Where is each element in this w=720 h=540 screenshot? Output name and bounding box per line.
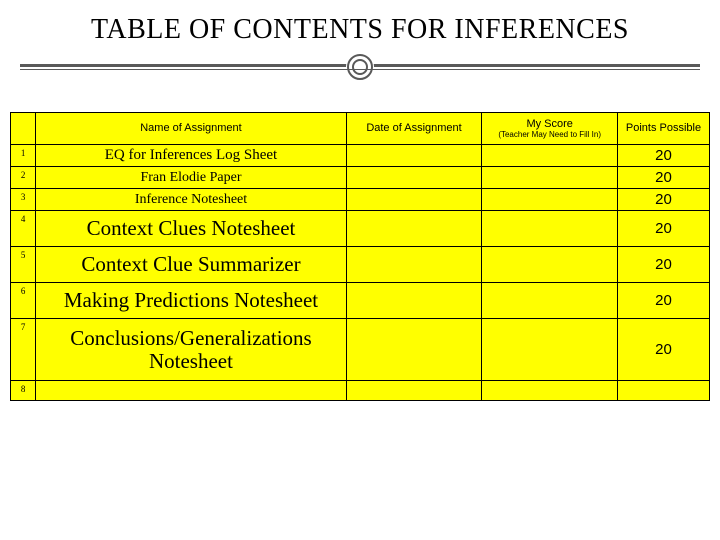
table-row: 6 Making Predictions Notesheet 20	[11, 283, 710, 319]
row-num: 5	[11, 247, 36, 283]
header-score: My Score (Teacher May Need to Fill In)	[482, 113, 618, 145]
row-num: 4	[11, 211, 36, 247]
table-row: 5 Context Clue Summarizer 20	[11, 247, 710, 283]
row-date	[346, 167, 482, 189]
row-name: Context Clues Notesheet	[36, 211, 346, 247]
header-score-label: My Score	[526, 118, 572, 130]
row-date	[346, 381, 482, 401]
row-date	[346, 283, 482, 319]
row-points: 20	[618, 145, 710, 167]
title-rule-thick	[20, 64, 700, 67]
row-name: Fran Elodie Paper	[36, 167, 346, 189]
row-name: Inference Notesheet	[36, 189, 346, 211]
row-num: 2	[11, 167, 36, 189]
row-date	[346, 211, 482, 247]
row-date	[346, 319, 482, 381]
table-header-row: Name of Assignment Date of Assignment My…	[11, 113, 710, 145]
contents-table: Name of Assignment Date of Assignment My…	[10, 112, 710, 401]
row-num: 6	[11, 283, 36, 319]
header-score-sub: (Teacher May Need to Fill In)	[486, 130, 613, 139]
row-date	[346, 247, 482, 283]
row-points: 20	[618, 211, 710, 247]
table-row: 2 Fran Elodie Paper 20	[11, 167, 710, 189]
header-date: Date of Assignment	[346, 113, 482, 145]
row-points: 20	[618, 319, 710, 381]
title-block: TABLE OF CONTENTS FOR INFERENCES	[0, 0, 720, 70]
circle-ornament-icon	[346, 53, 374, 81]
table-row: 3 Inference Notesheet 20	[11, 189, 710, 211]
table-area: Name of Assignment Date of Assignment My…	[0, 70, 720, 401]
row-num: 3	[11, 189, 36, 211]
row-num: 8	[11, 381, 36, 401]
row-score	[482, 167, 618, 189]
header-name: Name of Assignment	[36, 113, 346, 145]
row-date	[346, 145, 482, 167]
row-score	[482, 283, 618, 319]
header-num	[11, 113, 36, 145]
row-points: 20	[618, 167, 710, 189]
row-points: 20	[618, 283, 710, 319]
table-row: 4 Context Clues Notesheet 20	[11, 211, 710, 247]
row-score	[482, 247, 618, 283]
row-name: Conclusions/Generalizations Notesheet	[36, 319, 346, 381]
row-name: Making Predictions Notesheet	[36, 283, 346, 319]
row-score	[482, 381, 618, 401]
row-score	[482, 145, 618, 167]
table-row: 1 EQ for Inferences Log Sheet 20	[11, 145, 710, 167]
title-rule-thin	[20, 69, 700, 70]
row-score	[482, 189, 618, 211]
row-score	[482, 211, 618, 247]
row-name: EQ for Inferences Log Sheet	[36, 145, 346, 167]
row-score	[482, 319, 618, 381]
row-points: 20	[618, 189, 710, 211]
table-row: 7 Conclusions/Generalizations Notesheet …	[11, 319, 710, 381]
row-date	[346, 189, 482, 211]
header-points: Points Possible	[618, 113, 710, 145]
row-name: Context Clue Summarizer	[36, 247, 346, 283]
row-points: 20	[618, 247, 710, 283]
row-num: 7	[11, 319, 36, 381]
row-name	[36, 381, 346, 401]
table-row: 8	[11, 381, 710, 401]
row-num: 1	[11, 145, 36, 167]
row-points	[618, 381, 710, 401]
